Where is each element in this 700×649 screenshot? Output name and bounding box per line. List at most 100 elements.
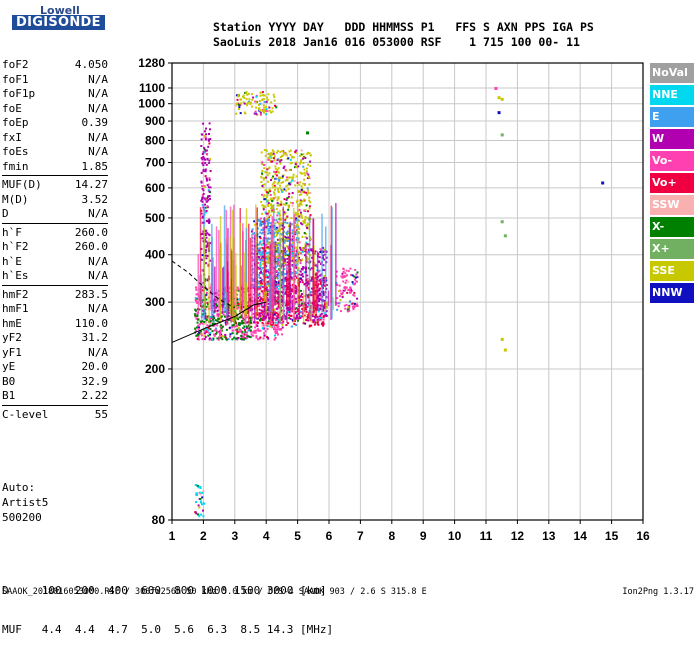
echo-point (346, 310, 349, 313)
echo-point (266, 261, 269, 264)
echo-point (352, 282, 355, 285)
echo-point (220, 333, 223, 336)
echo-point (239, 103, 242, 106)
echo-point (291, 178, 294, 181)
echo-point (309, 214, 312, 217)
echo-point (318, 260, 321, 263)
echo-point (500, 97, 504, 101)
echo-point (284, 247, 286, 250)
echo-point (264, 330, 267, 333)
echo-point (303, 220, 306, 223)
echo-point (294, 289, 297, 292)
y-tick-label: 1280 (138, 56, 165, 70)
echo-point (206, 197, 209, 200)
echo-point (295, 318, 298, 321)
echo-point (354, 278, 356, 281)
echo-point (261, 170, 264, 172)
echo-point (274, 104, 276, 107)
echo-point (306, 131, 310, 135)
echo-streak (201, 292, 203, 320)
echo-point (204, 334, 207, 337)
echo-point (268, 229, 271, 232)
echo-point (262, 337, 265, 340)
echo-point (307, 163, 309, 166)
echo-point (317, 318, 320, 321)
param-value: N/A (88, 254, 108, 268)
echo-point (307, 189, 310, 192)
echo-point (212, 315, 215, 318)
echo-point (310, 248, 313, 251)
echo-point (207, 255, 209, 257)
echo-point (301, 190, 304, 193)
echo-point (252, 313, 255, 315)
echo-point (307, 296, 310, 299)
echo-point (246, 335, 249, 338)
echo-point (262, 319, 264, 321)
echo-point (220, 298, 223, 301)
echo-point (349, 267, 352, 270)
echo-point (242, 336, 245, 339)
echo-point (236, 317, 239, 319)
echo-point (205, 200, 208, 203)
echo-point (276, 324, 279, 327)
echo-point (259, 224, 262, 227)
echo-point (299, 190, 302, 193)
echo-point (295, 237, 298, 240)
echo-point (276, 277, 279, 280)
echo-point (270, 179, 272, 181)
echo-point (280, 189, 283, 191)
echo-point (202, 515, 205, 518)
echo-point (295, 301, 298, 304)
echo-point (301, 296, 304, 299)
echo-point (261, 252, 264, 255)
echo-point (204, 136, 207, 139)
echo-point (202, 269, 205, 272)
echo-point (307, 176, 310, 179)
echo-point (299, 317, 302, 320)
echo-point (264, 218, 267, 221)
echo-point (294, 317, 296, 320)
echo-point (200, 133, 203, 136)
echo-point (303, 209, 306, 212)
echo-point (276, 315, 279, 318)
param-value: 260.0 (74, 240, 108, 253)
echo-point (204, 158, 206, 161)
echo-point (291, 263, 294, 266)
echo-point (294, 163, 297, 166)
echo-point (322, 284, 325, 286)
echo-point (276, 310, 279, 313)
echo-point (263, 334, 266, 337)
echo-point (249, 321, 252, 324)
echo-point (245, 98, 248, 101)
echo-point (269, 155, 272, 158)
echo-point (228, 300, 231, 302)
echo-point (319, 283, 322, 285)
echo-point (257, 251, 260, 254)
echo-point (237, 336, 240, 339)
echo-point (206, 301, 209, 304)
echo-point (322, 281, 325, 284)
echo-point (280, 233, 283, 236)
echo-point (195, 286, 197, 289)
echo-streak (244, 252, 246, 313)
x-tick-label: 15 (605, 529, 619, 543)
echo-point (276, 202, 279, 205)
echo-point (257, 267, 260, 270)
echo-point (277, 321, 280, 323)
echo-point (319, 262, 322, 265)
echo-point (201, 221, 204, 224)
echo-point (322, 250, 325, 253)
echo-point (268, 216, 270, 219)
echo-point (277, 181, 280, 184)
echo-point (259, 258, 262, 261)
param-separator (2, 222, 108, 224)
echo-point (219, 329, 222, 332)
echo-point (265, 286, 268, 289)
echo-point (257, 219, 260, 222)
echo-point (291, 204, 294, 207)
echo-point (295, 254, 297, 257)
echo-point (204, 138, 207, 141)
echo-streak (327, 290, 330, 306)
echo-point (264, 316, 267, 319)
echo-point (292, 173, 295, 176)
